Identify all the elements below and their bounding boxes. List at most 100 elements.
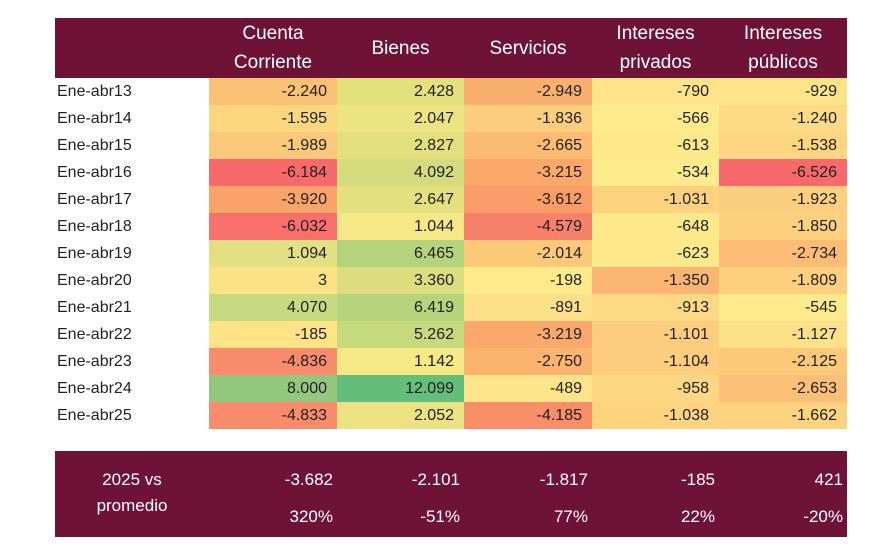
cell-servicios: -2.014	[464, 240, 592, 267]
cell-servicios: -2.750	[464, 348, 592, 375]
row-label: Ene-abr25	[55, 402, 209, 429]
table-row: Ene-abr20 3 3.360 -198 -1.350 -1.809	[55, 267, 847, 294]
cell-servicios: -3.219	[464, 321, 592, 348]
header-servicios: Servicios	[464, 18, 592, 78]
footer-label-line1: 2025 vs	[102, 470, 162, 489]
cell-cuenta-corriente: 3	[209, 267, 337, 294]
footer-label-line2: promedio	[96, 496, 168, 515]
cell-intereses-privados: -1.350	[592, 267, 719, 294]
cell-intereses-publicos: -1.240	[719, 105, 847, 132]
cell-bienes: 1.044	[337, 213, 464, 240]
cell-intereses-publicos: -2.125	[719, 348, 847, 375]
cell-cuenta-corriente: 1.094	[209, 240, 337, 267]
cell-intereses-privados: -613	[592, 132, 719, 159]
table-row: Ene-abr14 -1.595 2.047 -1.836 -566 -1.240	[55, 105, 847, 132]
cell-cuenta-corriente: -4.836	[209, 348, 337, 375]
table-row: Ene-abr23 -4.836 1.142 -2.750 -1.104 -2.125	[55, 348, 847, 375]
row-label: Ene-abr21	[55, 294, 209, 321]
cell-cuenta-corriente: 4.070	[209, 294, 337, 321]
row-label: Ene-abr19	[55, 240, 209, 267]
table-row: Ene-abr19 1.094 6.465 -2.014 -623 -2.734	[55, 240, 847, 267]
cell-cuenta-corriente: -185	[209, 321, 337, 348]
cell-cuenta-corriente: -1.989	[209, 132, 337, 159]
cell-bienes: 6.419	[337, 294, 464, 321]
cell-bienes: 4.092	[337, 159, 464, 186]
cell-intereses-privados: -566	[592, 105, 719, 132]
cell-servicios: -891	[464, 294, 592, 321]
header-intereses-privados: Intereses privados	[592, 18, 719, 78]
cell-intereses-privados: -1.104	[592, 348, 719, 375]
cell-intereses-publicos: -545	[719, 294, 847, 321]
row-label: Ene-abr24	[55, 375, 209, 402]
cell-intereses-publicos: -1.662	[719, 402, 847, 429]
row-label: Ene-abr16	[55, 159, 209, 186]
balance-table: Cuenta Corriente Bienes Servicios Interes…	[55, 18, 847, 429]
cell-intereses-publicos: -929	[719, 78, 847, 105]
footer-diff-intereses-publicos: 421	[814, 470, 843, 489]
cell-intereses-publicos: -1.923	[719, 186, 847, 213]
header-bienes: Bienes	[337, 18, 464, 78]
cell-cuenta-corriente: -1.595	[209, 105, 337, 132]
row-label: Ene-abr20	[55, 267, 209, 294]
footer-pct-intereses-publicos: -20%	[803, 507, 843, 526]
cell-cuenta-corriente: -2.240	[209, 78, 337, 105]
footer-pct-intereses-privados: 22%	[680, 507, 715, 526]
cell-intereses-privados: -1.101	[592, 321, 719, 348]
table-row: Ene-abr24 8.000 12.099 -489 -958 -2.653	[55, 375, 847, 402]
row-label: Ene-abr18	[55, 213, 209, 240]
cell-cuenta-corriente: -4.833	[209, 402, 337, 429]
footer-pct-cuenta-corriente: 320%	[289, 507, 333, 526]
header-intereses-publicos: Intereses públicos	[719, 18, 847, 78]
cell-servicios: -1.836	[464, 105, 592, 132]
cell-intereses-privados: -648	[592, 213, 719, 240]
cell-bienes: 2.827	[337, 132, 464, 159]
cell-intereses-publicos: -6.526	[719, 159, 847, 186]
table-row: Ene-abr17 -3.920 2.647 -3.612 -1.031 -1.923	[55, 186, 847, 213]
footer-pct-servicios: 77%	[553, 507, 588, 526]
cell-intereses-privados: -534	[592, 159, 719, 186]
cell-bienes: 2.047	[337, 105, 464, 132]
cell-intereses-publicos: -2.734	[719, 240, 847, 267]
table-row: Ene-abr16 -6.184 4.092 -3.215 -534 -6.526	[55, 159, 847, 186]
header-cuenta-corriente: Cuenta Corriente	[209, 18, 337, 78]
cell-servicios: -2.665	[464, 132, 592, 159]
cell-intereses-publicos: -2.653	[719, 375, 847, 402]
cell-cuenta-corriente: -6.032	[209, 213, 337, 240]
cell-servicios: -4.185	[464, 402, 592, 429]
table-body: Ene-abr13 -2.240 2.428 -2.949 -790 -929 Ene-ab…	[55, 78, 847, 429]
balance-table-container: Cuenta Corriente Bienes Servicios Interes…	[55, 18, 847, 537]
cell-servicios: -4.579	[464, 213, 592, 240]
cell-bienes: 5.262	[337, 321, 464, 348]
cell-intereses-privados: -790	[592, 78, 719, 105]
cell-intereses-publicos: -1.538	[719, 132, 847, 159]
cell-bienes: 3.360	[337, 267, 464, 294]
cell-bienes: 2.428	[337, 78, 464, 105]
row-label: Ene-abr14	[55, 105, 209, 132]
summary-footer: 2025 vs promedio -3.682 -2.101 -1.817 -185 4…	[55, 451, 847, 537]
cell-servicios: -489	[464, 375, 592, 402]
row-label: Ene-abr23	[55, 348, 209, 375]
table-row: Ene-abr18 -6.032 1.044 -4.579 -648 -1.850	[55, 213, 847, 240]
footer-diff-intereses-privados: -185	[680, 470, 715, 489]
row-label: Ene-abr15	[55, 132, 209, 159]
table-row: Ene-abr13 -2.240 2.428 -2.949 -790 -929	[55, 78, 847, 105]
footer-diff-cuenta-corriente: -3.682	[284, 470, 333, 489]
cell-bienes: 12.099	[337, 375, 464, 402]
cell-servicios: -3.215	[464, 159, 592, 186]
header-empty	[55, 18, 209, 78]
cell-cuenta-corriente: -3.920	[209, 186, 337, 213]
cell-cuenta-corriente: 8.000	[209, 375, 337, 402]
cell-intereses-privados: -1.031	[592, 186, 719, 213]
cell-intereses-privados: -1.038	[592, 402, 719, 429]
cell-cuenta-corriente: -6.184	[209, 159, 337, 186]
cell-servicios: -3.612	[464, 186, 592, 213]
table-row: Ene-abr22 -185 5.262 -3.219 -1.101 -1.127	[55, 321, 847, 348]
table-row: Ene-abr21 4.070 6.419 -891 -913 -545	[55, 294, 847, 321]
cell-bienes: 2.647	[337, 186, 464, 213]
row-label: Ene-abr13	[55, 78, 209, 105]
cell-bienes: 2.052	[337, 402, 464, 429]
footer-pct-bienes: -51%	[420, 507, 460, 526]
cell-servicios: -198	[464, 267, 592, 294]
cell-servicios: -2.949	[464, 78, 592, 105]
cell-intereses-privados: -958	[592, 375, 719, 402]
